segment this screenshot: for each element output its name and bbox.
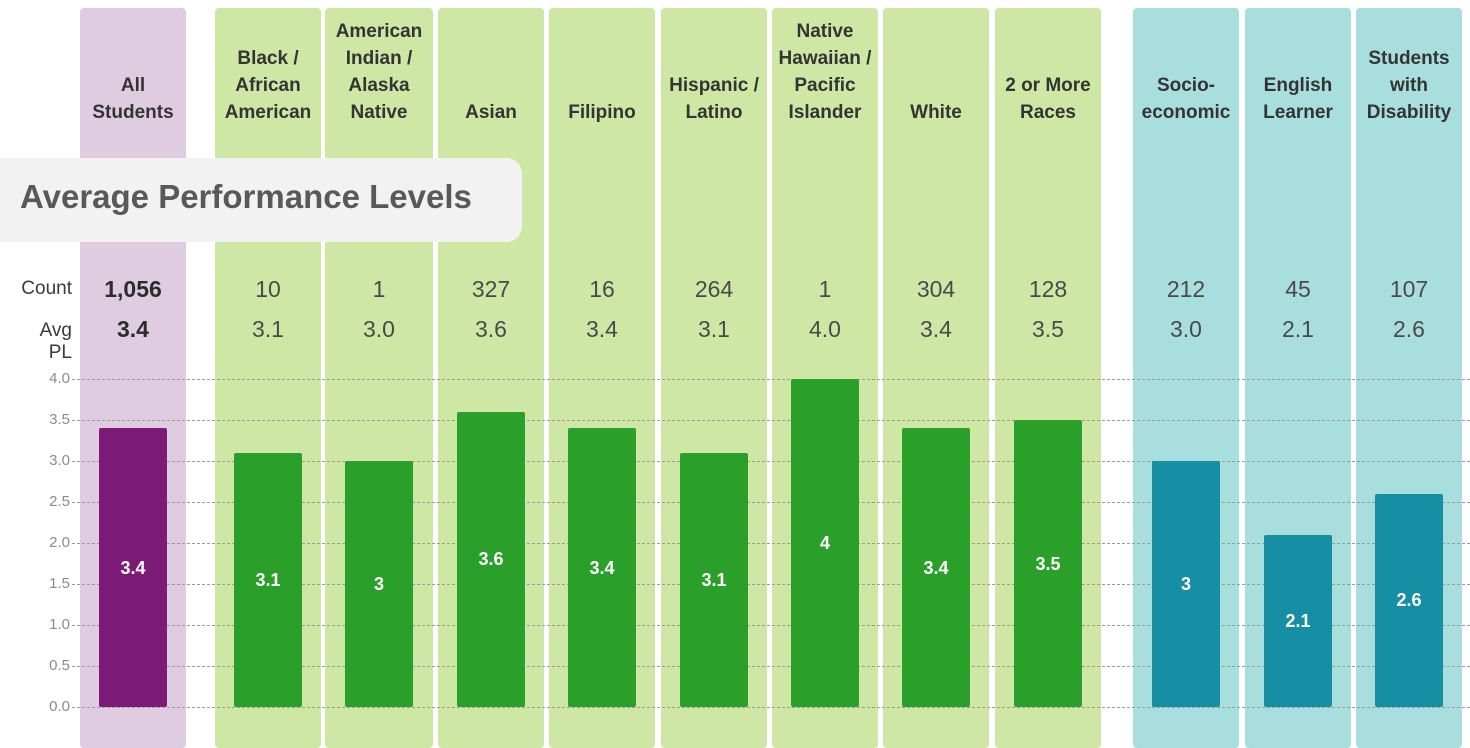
column-header: Native Hawaiian / Pacific Islander bbox=[772, 10, 878, 128]
avg-value: 3.0 bbox=[363, 316, 395, 342]
bar bbox=[457, 411, 525, 707]
avg-row-label: Avg PL bbox=[39, 320, 72, 363]
avg-value: 3.1 bbox=[698, 316, 730, 342]
column-header-label: Students with Disability bbox=[1366, 48, 1452, 123]
avg-value: 3.0 bbox=[1170, 316, 1202, 342]
y-tick-label: 1.0 bbox=[49, 616, 70, 633]
count-value: 107 bbox=[1389, 276, 1429, 302]
chart-title: Average Performance Levels bbox=[20, 178, 472, 215]
bar-value-label: 3.5 bbox=[1035, 553, 1061, 574]
count-value: 45 bbox=[1285, 276, 1311, 302]
column-header-label: Asian bbox=[465, 102, 517, 123]
avg-value: 2.1 bbox=[1282, 316, 1314, 342]
column-header-label: Hispanic / Latino bbox=[669, 75, 759, 123]
bar-value-label: 4 bbox=[819, 533, 830, 553]
count-value: 1 bbox=[818, 276, 832, 302]
avg-value: 3.4 bbox=[586, 316, 618, 342]
column-header: Socio-economic bbox=[1133, 10, 1239, 128]
y-tick-label: 2.5 bbox=[49, 493, 70, 510]
bar bbox=[1152, 461, 1220, 707]
column-header: 2 or More Races bbox=[995, 10, 1101, 128]
column-header-label: Native Hawaiian / Pacific Islander bbox=[778, 21, 872, 123]
column-header: Black / African American bbox=[215, 10, 321, 128]
count-value: 16 bbox=[589, 276, 615, 302]
column-header-label: Black / African American bbox=[224, 48, 312, 123]
y-tick-label: 1.5 bbox=[49, 575, 70, 592]
y-tick-label: 0.5 bbox=[49, 657, 70, 674]
y-tick-label: 2.0 bbox=[49, 534, 70, 551]
avg-value: 2.6 bbox=[1393, 316, 1425, 342]
avg-value: 3.4 bbox=[920, 316, 952, 342]
y-tick-label: 0.0 bbox=[49, 698, 70, 715]
avg-value: 3.6 bbox=[475, 316, 507, 342]
count-value: 128 bbox=[1028, 276, 1068, 302]
column-header-label: Socio-economic bbox=[1141, 75, 1231, 123]
gridline bbox=[72, 625, 1470, 626]
column-header-label: American Indian / Alaska Native bbox=[335, 21, 423, 123]
gridline bbox=[72, 502, 1470, 503]
gridline bbox=[72, 461, 1470, 462]
avg-value: 3.5 bbox=[1032, 316, 1064, 342]
count-value: 10 bbox=[255, 276, 281, 302]
column-header: White bbox=[883, 10, 989, 128]
bar bbox=[791, 379, 859, 707]
gridline bbox=[72, 584, 1470, 585]
bar-value-label: 3.4 bbox=[923, 557, 949, 578]
column-header-label: Filipino bbox=[568, 102, 636, 123]
bar bbox=[1014, 420, 1082, 707]
bar-value-label: 3 bbox=[1180, 574, 1191, 594]
avg-value: 4.0 bbox=[809, 316, 841, 342]
avg-value: 3.1 bbox=[252, 316, 284, 342]
gridline bbox=[72, 543, 1470, 544]
bar-value-label: 3.1 bbox=[701, 569, 727, 590]
bar-value-label: 2.1 bbox=[1285, 610, 1311, 631]
bar-value-label: 3.4 bbox=[589, 557, 615, 578]
bar bbox=[345, 461, 413, 707]
count-value: 212 bbox=[1166, 276, 1206, 302]
y-tick-label: 4.0 bbox=[49, 370, 70, 387]
bar bbox=[680, 452, 748, 707]
title-panel bbox=[0, 158, 522, 242]
column-header-label: 2 or More Races bbox=[1005, 75, 1091, 123]
bar bbox=[234, 452, 302, 707]
gridline bbox=[72, 707, 1470, 708]
avg-value: 3.4 bbox=[117, 316, 149, 342]
column-header: Students with Disability bbox=[1356, 10, 1462, 128]
count-value: 264 bbox=[694, 276, 734, 302]
column-header-label: All Students bbox=[92, 75, 174, 123]
count-value: 304 bbox=[916, 276, 956, 302]
column-header: Hispanic / Latino bbox=[661, 10, 767, 128]
column-header: Filipino bbox=[549, 10, 655, 128]
count-row-label: Count bbox=[21, 278, 72, 299]
column-header: Asian bbox=[438, 10, 544, 128]
bar bbox=[1375, 493, 1443, 707]
bar-value-label: 3.4 bbox=[120, 557, 146, 578]
column-header-label: White bbox=[910, 102, 962, 123]
count-value: 1 bbox=[372, 276, 386, 302]
column-header: American Indian / Alaska Native bbox=[325, 10, 433, 128]
y-tick-label: 3.5 bbox=[49, 411, 70, 428]
count-value: 327 bbox=[471, 276, 511, 302]
bar-value-label: 3.1 bbox=[255, 569, 281, 590]
bar bbox=[1264, 534, 1332, 707]
column-header: English Learner bbox=[1245, 10, 1351, 128]
column-header-label: English Learner bbox=[1263, 75, 1333, 123]
bar-value-label: 3 bbox=[373, 574, 384, 594]
gridline bbox=[72, 379, 1470, 380]
bar bbox=[568, 428, 636, 707]
gridline bbox=[72, 666, 1470, 667]
bar bbox=[99, 428, 167, 707]
y-tick-label: 3.0 bbox=[49, 452, 70, 469]
gridline bbox=[72, 420, 1470, 421]
bar-value-label: 3.6 bbox=[478, 549, 504, 570]
bar bbox=[902, 428, 970, 707]
count-value: 1,056 bbox=[104, 276, 162, 302]
bar-value-label: 2.6 bbox=[1396, 590, 1422, 611]
column-header: All Students bbox=[80, 10, 186, 128]
